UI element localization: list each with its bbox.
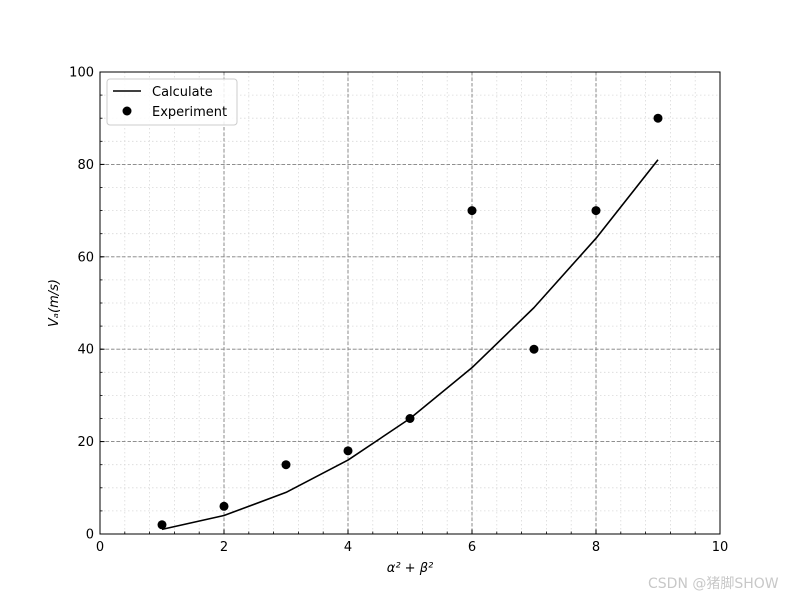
axis-ticks: [99, 71, 721, 535]
x-tick-label: 8: [592, 540, 600, 555]
experiment-point: [281, 460, 291, 470]
experiment-point: [529, 344, 539, 354]
x-tick-label: 6: [468, 540, 476, 555]
experiment-point: [343, 446, 353, 456]
x-tick-label: 0: [96, 540, 104, 555]
legend: Calculate Experiment: [106, 78, 238, 126]
x-tick-label: 4: [344, 540, 352, 555]
x-axis-label: α² + β²: [387, 561, 433, 576]
y-tick-label: 60: [77, 250, 94, 265]
calculate-series: [161, 159, 659, 531]
y-tick-label: 20: [77, 435, 94, 450]
y-tick-label: 100: [69, 66, 94, 81]
x-tick-label: 10: [712, 540, 729, 555]
major-grid: [100, 72, 720, 534]
experiment-point: [405, 414, 415, 423]
y-axis-label: Vₐ(m/s): [47, 279, 62, 327]
y-tick-label: 80: [77, 158, 94, 173]
x-tick-label: 2: [220, 540, 228, 555]
experiment-point: [219, 501, 229, 511]
legend-marker-swatch: [122, 106, 132, 116]
experiment-point: [591, 206, 601, 216]
experiment-point: [467, 206, 477, 216]
experiment-point: [157, 520, 167, 530]
legend-label-calculate: Calculate: [152, 85, 213, 100]
legend-label-experiment: Experiment: [152, 105, 227, 120]
watermark: CSDN @猪脚SHOW: [648, 576, 779, 592]
minor-grid: [100, 72, 720, 534]
y-tick-label: 40: [77, 343, 94, 358]
y-tick-label: 0: [86, 528, 94, 543]
experiment-point: [653, 113, 663, 123]
calculate-line: [161, 159, 659, 531]
experiment-series: [157, 113, 663, 530]
